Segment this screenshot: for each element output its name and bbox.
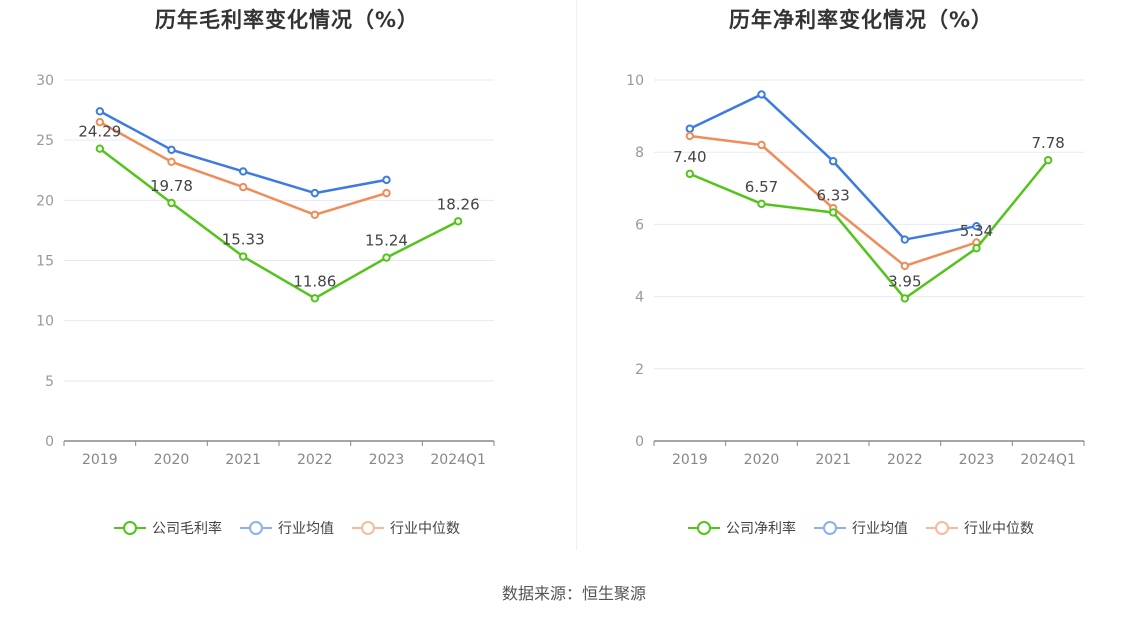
data-point (900, 294, 910, 303)
y-tick-label: 6 (635, 217, 644, 233)
data-point (685, 124, 695, 133)
chart-legend: 公司净利率 行业均值 行业中位数 (574, 518, 1148, 538)
legend-swatch-icon (240, 521, 272, 535)
data-point (382, 253, 391, 262)
data-point (828, 208, 838, 217)
net-margin-plot: 0 2 4 6 8 10 2019 2020 2021 2022 2023 2024Q1 7.40 6.5… (626, 73, 1085, 468)
legend-item[interactable]: 行业中位数 (926, 518, 1034, 538)
x-tick-label: 2022 (887, 452, 923, 468)
data-label: 24.29 (78, 123, 121, 141)
data-point (167, 145, 176, 154)
data-point (238, 182, 248, 192)
legend-label: 行业中位数 (390, 521, 460, 537)
legend-item[interactable]: 行业均值 (814, 518, 908, 538)
data-point (900, 261, 910, 271)
chart-title: 历年净利率变化情况（%） (728, 8, 994, 32)
net-margin-chart: 历年净利率变化情况（%） 0 2 4 6 8 10 2019 2020 2021 2022 2023… (574, 0, 1148, 560)
data-label: 7.78 (1031, 134, 1064, 152)
data-label: 19.78 (150, 177, 193, 195)
data-label: 11.86 (293, 272, 336, 290)
legend-label: 行业均值 (852, 521, 908, 537)
x-tick-label: 2022 (297, 452, 333, 468)
legend-label: 行业均值 (278, 521, 334, 537)
series-line (689, 159, 1050, 300)
y-tick-label: 8 (635, 145, 644, 161)
data-point (685, 169, 695, 179)
data-label: 3.95 (888, 272, 921, 290)
x-tick-label: 2020 (154, 452, 190, 468)
gross-margin-plot: 0 5 10 15 20 25 30 2019 2020 2021 2022 2023 2024Q1 24… (36, 73, 495, 468)
data-point (382, 188, 391, 198)
data-point (900, 235, 910, 244)
y-tick-label: 0 (45, 434, 54, 450)
x-tick-label: 2023 (959, 452, 995, 468)
data-point (95, 107, 105, 116)
legend-item[interactable]: 公司毛利率 (114, 518, 222, 538)
legend-item[interactable]: 行业中位数 (352, 518, 460, 538)
data-point (972, 244, 981, 253)
y-tick-label: 20 (36, 193, 54, 209)
y-tick-label: 25 (36, 133, 54, 149)
data-point (382, 175, 391, 185)
x-tick-label: 2019 (82, 452, 118, 468)
data-point (167, 157, 176, 167)
legend-label: 公司毛利率 (152, 521, 222, 537)
data-point (828, 157, 838, 166)
x-tick-label: 2024Q1 (1020, 452, 1076, 468)
data-point (757, 199, 766, 209)
data-point (238, 167, 248, 176)
data-point (310, 188, 320, 198)
legend-swatch-icon (814, 521, 846, 535)
x-tick-label: 2021 (225, 452, 261, 468)
x-tick-label: 2021 (815, 452, 851, 468)
legend-swatch-icon (352, 521, 384, 535)
x-tick-label: 2020 (744, 452, 780, 468)
data-label: 7.40 (673, 148, 706, 166)
data-point (95, 117, 105, 127)
chart-title: 历年毛利率变化情况（%） (154, 8, 420, 32)
legend-label: 公司净利率 (726, 521, 796, 537)
y-tick-label: 10 (626, 73, 644, 89)
legend-item[interactable]: 行业均值 (240, 518, 334, 538)
data-label: 15.24 (365, 232, 408, 250)
data-point (757, 140, 766, 150)
x-tick-label: 2024Q1 (430, 452, 486, 468)
data-point (1043, 155, 1053, 165)
x-tick-label: 2023 (369, 452, 405, 468)
chart-legend: 公司毛利率 行业均值 行业中位数 (0, 518, 574, 538)
data-label: 6.57 (745, 178, 778, 196)
series-line (99, 147, 459, 300)
data-point (972, 222, 981, 231)
legend-label: 行业中位数 (964, 521, 1034, 537)
y-tick-label: 10 (36, 314, 54, 330)
y-tick-label: 30 (36, 73, 54, 89)
legend-swatch-icon (114, 521, 146, 535)
series-line (689, 93, 977, 241)
y-tick-label: 4 (635, 290, 644, 306)
data-point (167, 198, 176, 208)
legend-swatch-icon (926, 521, 958, 535)
legend-swatch-icon (688, 521, 720, 535)
data-point (757, 90, 766, 99)
data-label: 6.33 (816, 186, 849, 204)
data-label: 18.26 (437, 195, 480, 213)
legend-item[interactable]: 公司净利率 (688, 518, 796, 538)
panel-divider (576, 0, 577, 550)
y-tick-label: 2 (635, 362, 644, 378)
y-tick-label: 0 (635, 434, 644, 450)
data-point (95, 144, 105, 153)
data-point (453, 217, 463, 226)
gross-margin-chart: 历年毛利率变化情况（%） 0 5 10 15 20 25 30 2019 2020 2021 202… (0, 0, 574, 560)
data-label: 5.34 (960, 222, 993, 240)
y-tick-label: 15 (36, 254, 54, 270)
data-point (238, 252, 248, 261)
data-point (310, 294, 320, 303)
y-tick-label: 5 (45, 374, 54, 390)
data-point (685, 131, 695, 141)
data-source: 数据来源：恒生聚源 (501, 584, 646, 603)
data-label: 15.33 (222, 231, 265, 249)
data-point (310, 210, 320, 219)
x-tick-label: 2019 (672, 452, 708, 468)
